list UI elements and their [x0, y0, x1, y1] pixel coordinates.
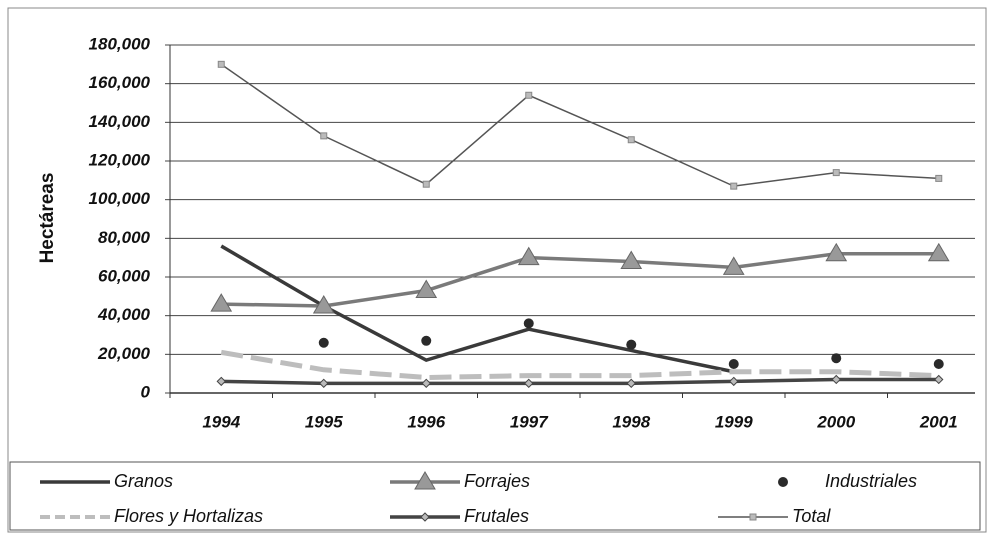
- data-point: [319, 378, 329, 389]
- x-tick-label: 1994: [202, 412, 240, 431]
- data-point: [729, 376, 739, 387]
- data-point: [312, 295, 335, 314]
- x-tick-label: 1999: [715, 412, 753, 431]
- data-point: [935, 174, 943, 182]
- data-point: [320, 132, 328, 140]
- data-point: [422, 180, 430, 188]
- data-point: [730, 182, 738, 190]
- series-line: [220, 244, 735, 374]
- data-point: [421, 335, 432, 346]
- y-tick-label: 20,000: [97, 344, 151, 363]
- legend-label: Total: [792, 506, 831, 526]
- series-line: [220, 349, 939, 381]
- data-point: [627, 136, 635, 144]
- y-tick-label: 80,000: [98, 228, 151, 247]
- data-point: [626, 378, 636, 389]
- legend-label: Forrajes: [464, 471, 530, 491]
- legend-marker: [778, 477, 788, 487]
- data-point: [934, 374, 944, 385]
- legend-label: Industriales: [825, 471, 917, 491]
- legend-label: Granos: [114, 471, 173, 491]
- x-tick-label: 1997: [510, 412, 549, 431]
- data-point: [210, 293, 233, 312]
- x-tick-label: 1996: [407, 412, 445, 431]
- series-line: [221, 377, 939, 386]
- legend-label: Frutales: [464, 506, 529, 526]
- data-point: [523, 318, 534, 329]
- data-point: [525, 91, 533, 99]
- y-axis-label: Hectáreas: [37, 173, 58, 264]
- data-point: [722, 256, 745, 275]
- y-tick-label: 60,000: [98, 266, 151, 285]
- data-point: [831, 374, 841, 385]
- data-point: [927, 242, 950, 262]
- data-point: [216, 376, 226, 387]
- x-tick-label: 2000: [816, 412, 855, 431]
- y-tick-label: 120,000: [89, 150, 151, 169]
- data-point: [318, 337, 329, 348]
- data-point: [831, 353, 842, 364]
- legend-marker: [420, 512, 430, 522]
- y-tick-label: 40,000: [97, 305, 151, 324]
- data-point: [620, 250, 643, 270]
- y-tick-label: 140,000: [89, 112, 151, 131]
- data-point: [217, 60, 225, 68]
- data-point: [524, 378, 534, 389]
- series-line: [220, 63, 939, 187]
- legend-label: Flores y Hortalizas: [114, 506, 263, 526]
- legend-box: [9, 461, 981, 531]
- y-tick-label: 0: [141, 382, 151, 401]
- y-tick-label: 160,000: [89, 73, 151, 92]
- series-line: [221, 252, 939, 308]
- data-point: [832, 169, 840, 177]
- data-point: [933, 359, 944, 369]
- data-point: [421, 378, 431, 389]
- x-tick-label: 1998: [612, 412, 650, 431]
- y-tick-label: 100,000: [89, 189, 151, 208]
- y-tick-label: 180,000: [89, 34, 151, 53]
- x-tick-label: 2001: [919, 412, 958, 431]
- x-tick-label: 1995: [305, 412, 343, 431]
- data-point: [415, 279, 438, 299]
- legend-marker: [414, 471, 436, 490]
- data-point: [728, 359, 739, 369]
- legend-marker: [749, 513, 757, 521]
- data-point: [825, 242, 848, 262]
- data-point: [517, 246, 540, 266]
- data-point: [626, 339, 637, 350]
- chart-frame: [7, 7, 987, 533]
